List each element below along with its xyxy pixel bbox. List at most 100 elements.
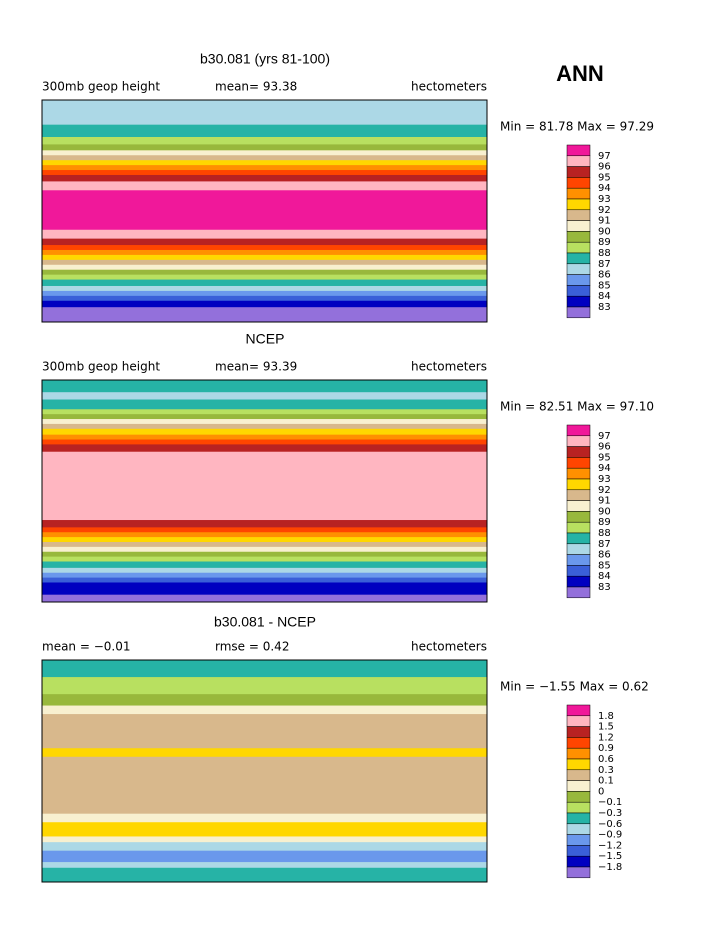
contour-band <box>42 137 487 145</box>
contour-band <box>42 862 487 869</box>
contour-band <box>42 399 487 410</box>
legend-label: 87 <box>598 539 611 550</box>
right-label: hectometers <box>411 360 487 374</box>
legend-box <box>566 489 591 501</box>
legend-label: 88 <box>598 528 611 539</box>
legend-label: 0.9 <box>598 743 614 754</box>
contour-band <box>42 419 487 425</box>
panel-title: b30.081 - NCEP <box>214 614 316 630</box>
legend-box <box>566 747 591 760</box>
legend-label: 89 <box>598 237 611 248</box>
legend-box <box>566 446 591 458</box>
contour-band <box>42 561 487 569</box>
legend-box <box>566 855 591 868</box>
center-label: mean= 93.38 <box>215 80 297 94</box>
contour-band <box>42 714 487 749</box>
contour-band <box>42 307 487 323</box>
contour-band <box>42 174 487 182</box>
legend-box <box>566 155 591 167</box>
contour-band <box>42 850 487 863</box>
legend-label: 95 <box>598 452 611 463</box>
legend-label: 95 <box>598 172 611 183</box>
contour-band <box>42 254 487 261</box>
legend-box <box>566 306 591 319</box>
min-max: Min = 82.51 Max = 97.10 <box>500 400 654 414</box>
contour-band <box>42 556 487 563</box>
right-label: hectometers <box>411 640 487 654</box>
contour-band <box>42 836 487 843</box>
contour-band <box>42 259 487 266</box>
legend-box <box>566 285 591 297</box>
contour-band <box>42 124 487 138</box>
contour-band <box>42 300 487 308</box>
contour-band <box>42 705 487 715</box>
contour-band <box>42 694 487 707</box>
legend-label: 91 <box>598 216 611 227</box>
legend-label: −1.2 <box>598 840 622 851</box>
legend-label: 93 <box>598 474 611 485</box>
legend-box <box>566 295 591 308</box>
legend-box <box>566 252 591 265</box>
legend-label: 93 <box>598 194 611 205</box>
legend-label: 94 <box>598 183 611 194</box>
contour-band <box>42 439 487 445</box>
contour-band <box>42 756 487 815</box>
legend-box <box>566 554 591 566</box>
legend-label: −0.1 <box>598 797 622 808</box>
legend-label: 0 <box>598 786 604 797</box>
legend-box <box>566 586 591 599</box>
legend-box <box>566 241 591 254</box>
contour-band <box>42 520 487 528</box>
contour-band <box>42 380 487 393</box>
legend-label: 91 <box>598 496 611 507</box>
legend-label: 1.8 <box>598 711 614 722</box>
legend-label: 97 <box>598 431 611 442</box>
contour-band <box>42 867 487 883</box>
contour-band <box>42 155 487 161</box>
legend-label: 1.2 <box>598 732 614 743</box>
legend-box <box>566 737 591 749</box>
legend-label: 92 <box>598 205 611 216</box>
legend-box <box>566 263 591 275</box>
legend-box <box>566 187 591 200</box>
center-label: rmse = 0.42 <box>215 640 289 654</box>
legend-box <box>566 435 591 447</box>
contour-band <box>42 290 487 297</box>
legend-box <box>566 543 591 555</box>
contour-band <box>42 551 487 558</box>
contour-band <box>42 546 487 553</box>
contour-band <box>42 279 487 287</box>
contour-band <box>42 813 487 823</box>
legend-label: 96 <box>598 442 611 453</box>
legend-label: 97 <box>598 151 611 162</box>
contour-band <box>42 229 487 240</box>
contour-band <box>42 170 487 176</box>
center-label: mean= 93.39 <box>215 360 297 374</box>
map-frame <box>41 659 488 883</box>
legend-label: −1.8 <box>598 862 622 873</box>
contour-band <box>42 451 487 521</box>
legend-label: −0.3 <box>598 808 622 819</box>
contour-band <box>42 444 487 453</box>
min-max: Min = 81.78 Max = 97.29 <box>500 120 654 134</box>
legend-label: 84 <box>598 291 611 302</box>
legend-label: 83 <box>598 582 611 593</box>
legend-box <box>566 769 591 781</box>
legend-box <box>566 478 591 491</box>
legend-label: 84 <box>598 571 611 582</box>
legend-box <box>566 726 591 738</box>
legend-label: 86 <box>598 550 611 561</box>
contour-band <box>42 269 487 276</box>
panel-title: NCEP <box>246 331 285 347</box>
contour-band <box>42 249 487 256</box>
right-label: hectometers <box>411 80 487 94</box>
legend-label: −0.6 <box>598 819 622 830</box>
legend-box <box>566 198 591 211</box>
contour-band <box>42 434 487 441</box>
contour-band <box>42 392 487 401</box>
legend-box <box>566 866 591 879</box>
contour-band <box>42 677 487 695</box>
contour-band <box>42 190 487 231</box>
legend-box <box>566 274 591 286</box>
